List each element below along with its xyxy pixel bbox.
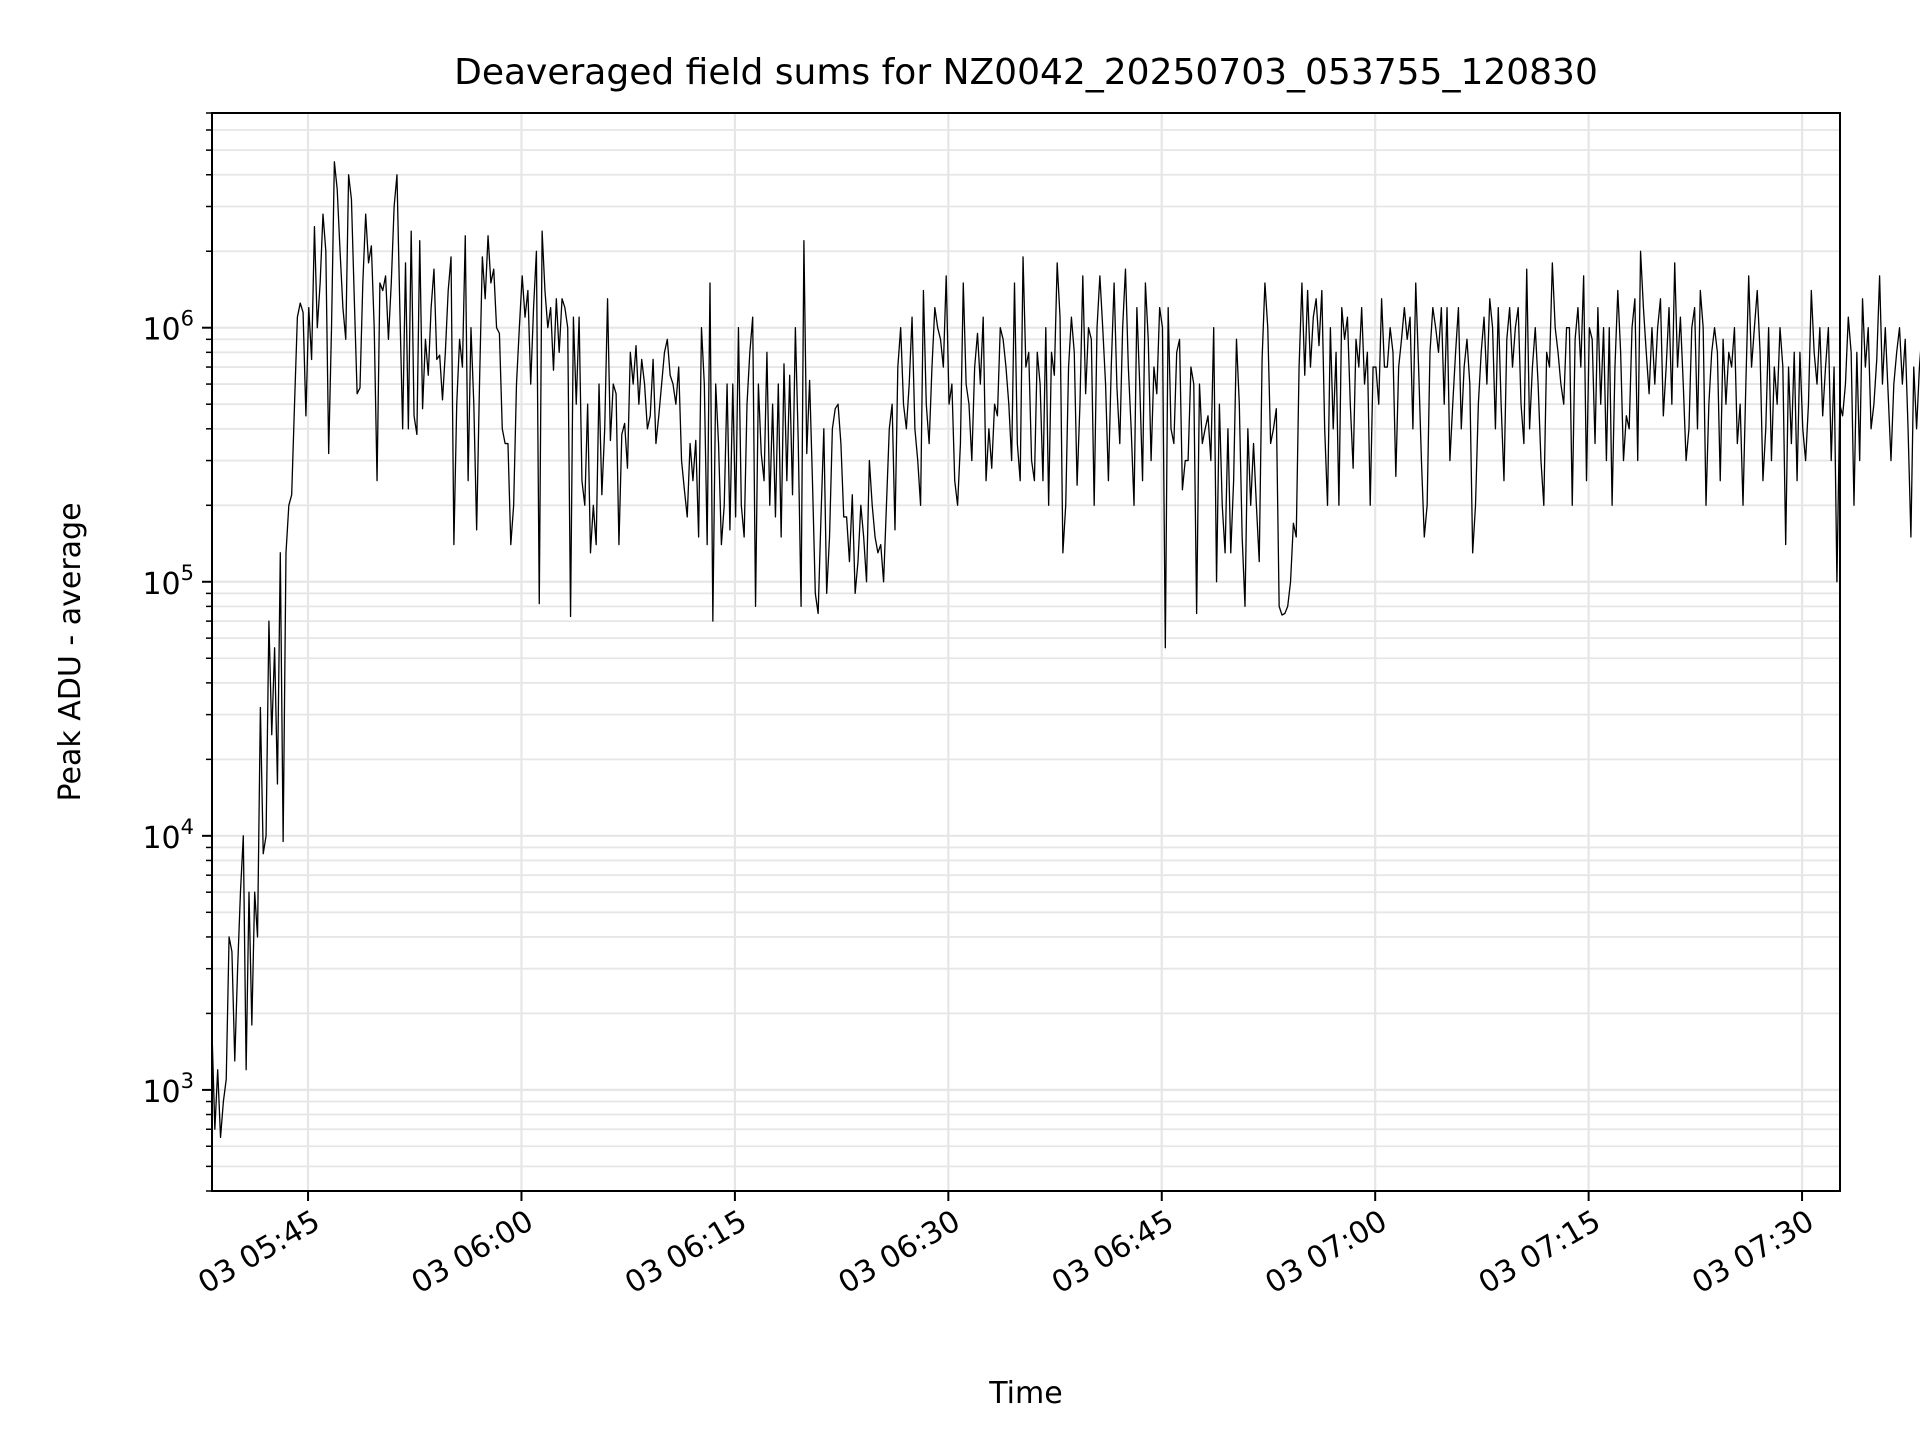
x-tick-label: 03 06:00 [406,1204,540,1301]
y-tick-label: 106 [142,307,194,348]
x-tick-label: 03 07:00 [1259,1204,1393,1301]
series-line-peak-adu [211,161,1920,1139]
x-tick-label: 03 07:15 [1473,1204,1607,1301]
x-tick-label: 03 07:30 [1686,1204,1820,1301]
y-tick-label: 104 [142,815,194,856]
y-axis-label: Peak ADU - average [53,502,88,801]
x-axis-label: Time [988,1376,1062,1411]
x-tick-label: 03 05:45 [192,1204,326,1301]
chart-title: Deaveraged field sums for NZ0042_2025070… [454,52,1598,93]
y-tick-label: 103 [142,1069,194,1110]
y-tick-label: 105 [142,561,194,602]
axis-ticks: 103 104 105 106 03 05:45 03 06:00 03 06:15 03 0… [142,112,1820,1301]
x-tick-label: 03 06:30 [833,1204,967,1301]
grid [212,112,1840,1192]
plot-area-frame [211,112,1841,1192]
series-layer [211,161,1920,1139]
x-tick-label: 03 06:15 [619,1204,753,1301]
x-tick-label: 03 06:45 [1046,1204,1180,1301]
